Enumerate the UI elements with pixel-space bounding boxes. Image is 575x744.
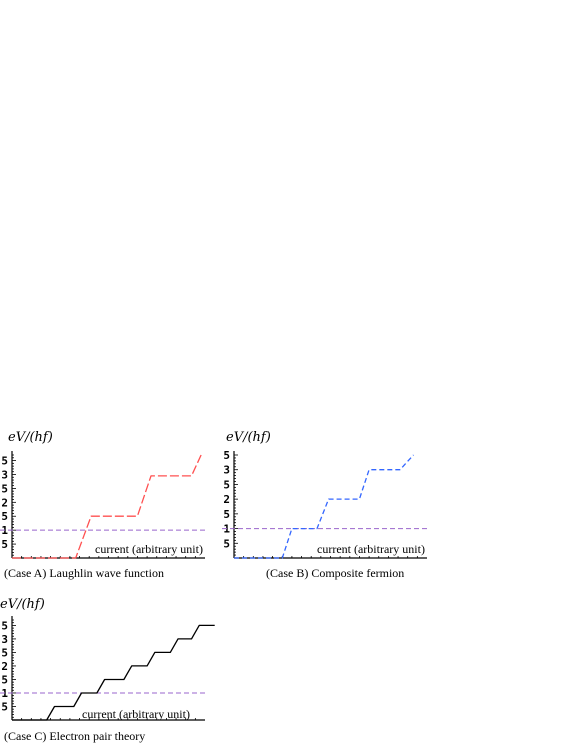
chart-caption: (Case C) Electron pair theory: [4, 729, 145, 743]
y-tick-label: 0.5: [222, 537, 230, 550]
y-tick-label: 0.5: [0, 538, 8, 551]
y-tick-label: 3.5: [0, 455, 8, 468]
y-tick-label: 2: [1, 496, 8, 509]
chart-caption: (Case A) Laughlin wave function: [4, 566, 164, 580]
y-tick-label: 3.5: [222, 449, 230, 462]
y-tick-label: 2.5: [222, 478, 230, 491]
y-axis-label: eV/(hf): [8, 430, 53, 445]
series-line: [12, 624, 215, 721]
y-tick-label: 0.5: [0, 700, 8, 713]
y-tick-label: 3: [223, 464, 230, 477]
y-tick-label: 1.5: [0, 510, 8, 523]
y-tick-label: 3: [1, 633, 8, 646]
y-tick-label: 1.5: [222, 508, 230, 521]
y-axis-label: eV/(hf): [226, 430, 271, 445]
series-line: [12, 454, 202, 559]
y-tick-label: 2: [1, 660, 8, 673]
y-tick-label: 2.5: [0, 482, 8, 495]
x-axis-label: current (arbitrary unit): [317, 542, 425, 556]
y-tick-label: 2.5: [0, 646, 8, 659]
x-axis-label: current (arbitrary unit): [95, 542, 203, 556]
chart-case-a: eV/(hf) 0.511.522.533.5 current (arbitrary…: [0, 430, 205, 580]
y-tick-label: 3.5: [0, 619, 8, 632]
chart-caption: (Case B) Composite fermion: [266, 566, 404, 580]
y-tick-label: 2: [223, 493, 230, 506]
y-tick-label: 3: [1, 468, 8, 481]
x-axis-label: current (arbitrary unit): [82, 707, 190, 721]
series-line: [234, 454, 414, 559]
y-tick-label: 1: [1, 524, 8, 537]
y-axis-label: eV/(hf): [0, 597, 45, 612]
y-tick-label: 1.5: [0, 673, 8, 686]
